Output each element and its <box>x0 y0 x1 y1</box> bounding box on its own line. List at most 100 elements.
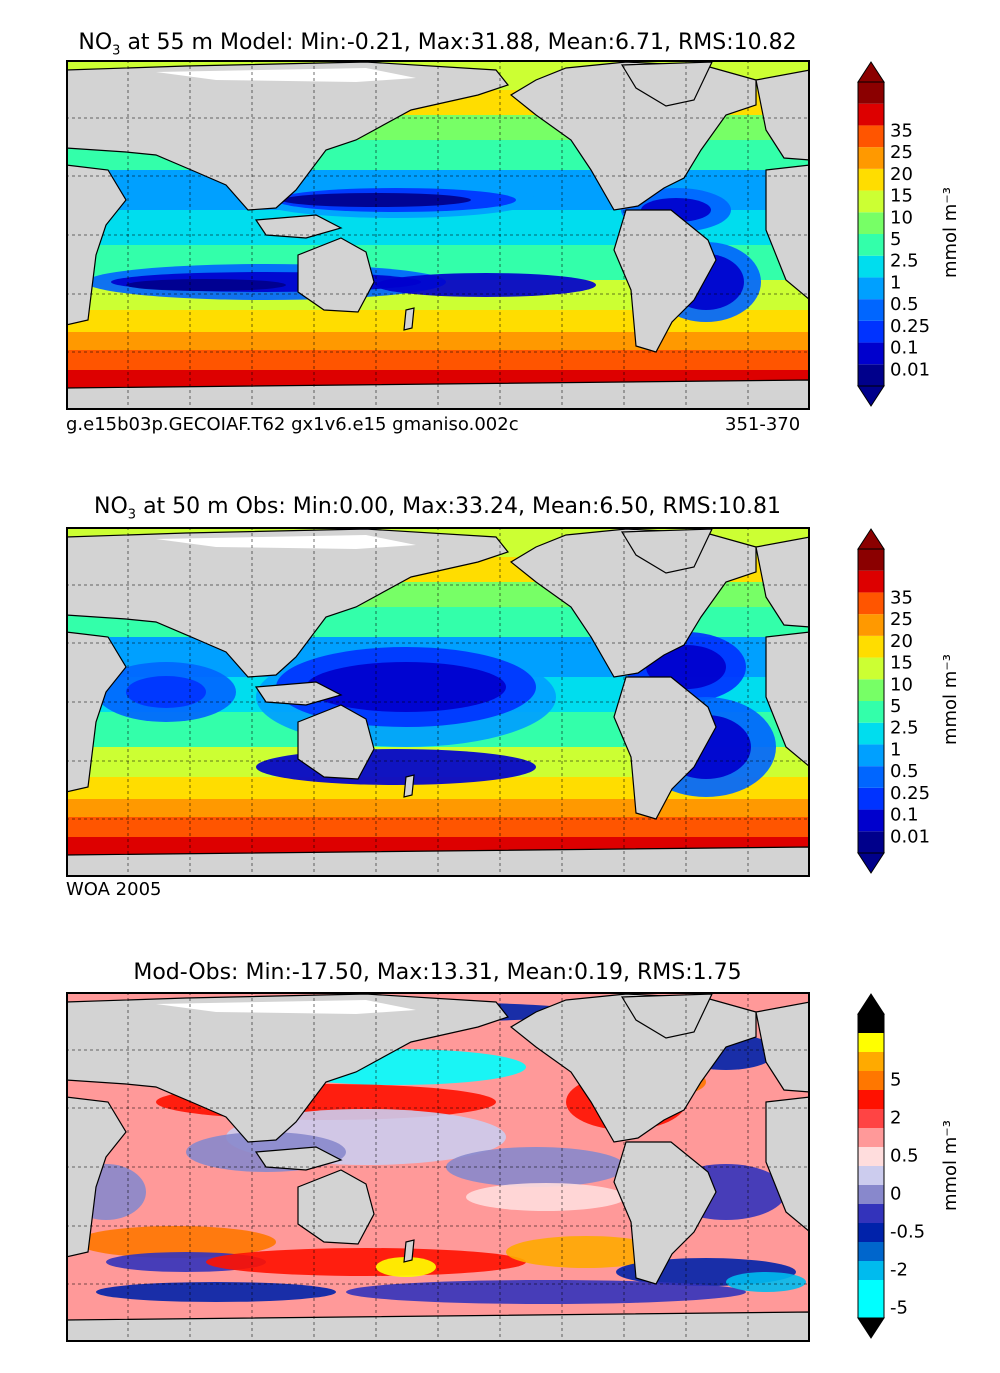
colorbar-segment <box>858 570 884 593</box>
model-years: 351-370 <box>725 414 801 435</box>
map-frame <box>66 60 810 410</box>
colorbar-segment <box>858 320 884 343</box>
colorbar-tick-label: 5 <box>890 696 901 717</box>
colorbar-tick-label: 0.5 <box>890 294 919 315</box>
colorbar-extend-bottom <box>857 852 885 874</box>
2-europe-land <box>755 1001 810 1093</box>
colorbar-segment <box>858 125 884 148</box>
2-indonesia-land <box>254 1146 343 1171</box>
colorbar-segment <box>858 1280 884 1299</box>
colorbar-tick-label: 0.5 <box>890 1146 919 1167</box>
map-frame <box>66 527 810 877</box>
colorbar-segment <box>858 787 884 810</box>
colorbar-segment <box>858 364 884 386</box>
colorbar-segment <box>858 1090 884 1109</box>
colorbar-segment <box>858 82 884 104</box>
colorbar-tick-label: 2.5 <box>890 718 919 739</box>
1-new-zealand-land <box>403 774 415 798</box>
colorbar-segment <box>858 168 884 191</box>
colorbar-tick-label: 20 <box>890 631 913 652</box>
colorbar-segment <box>858 1223 884 1242</box>
colorbar-extend-bottom <box>857 385 885 407</box>
0-africa-land <box>66 164 127 326</box>
0-indonesia-land <box>254 214 343 239</box>
2-eurasia-land <box>66 993 510 1143</box>
colorbar-segment <box>858 1299 884 1318</box>
2-greenland-land <box>620 993 713 1039</box>
1-europe-land <box>755 536 810 628</box>
colorbar-segment <box>858 592 884 615</box>
colorbar-segment <box>858 766 884 788</box>
model-map <box>66 60 810 410</box>
obs-map <box>66 527 810 877</box>
1-africa-land <box>66 631 127 793</box>
colorbar-tick-label: 0.1 <box>890 338 919 359</box>
colorbar-tick-label: 10 <box>890 674 913 695</box>
2-australia-land <box>297 1169 375 1245</box>
colorbar-segment <box>858 1052 884 1071</box>
colorbar-segment <box>858 679 884 701</box>
colorbar-tick-label: 25 <box>890 609 913 630</box>
colorbar-segment <box>858 1204 884 1223</box>
difference-colorbar: -5 -2 -0.5 0 0.5 2 5 <box>857 993 925 1339</box>
colorbar-tick-label: 35 <box>890 120 913 141</box>
1-south-america-land <box>613 676 717 820</box>
0-south-america-land <box>613 209 717 353</box>
colorbar-segment <box>858 1242 884 1261</box>
colorbar-segment <box>858 1071 884 1090</box>
colorbar-extend-top <box>857 993 885 1015</box>
0-australia-land <box>297 237 375 313</box>
colorbar-frame <box>857 81 885 387</box>
1-africa-east-land <box>765 631 810 768</box>
colorbar-segment <box>858 342 884 365</box>
colorbar-segment <box>858 1166 884 1185</box>
0-europe-land <box>755 69 810 161</box>
colorbar-tick-label: 20 <box>890 164 913 185</box>
colorbar-tick-label: 35 <box>890 587 913 608</box>
colorbar-segment <box>858 722 884 745</box>
colorbar-tick-label: 15 <box>890 186 913 207</box>
2-africa-east-land <box>765 1096 810 1233</box>
colorbar-extend-top <box>857 61 885 83</box>
colorbar-tick-label: 0.25 <box>890 783 930 804</box>
colorbar-segment <box>858 1014 884 1033</box>
colorbar-segment <box>858 147 884 169</box>
colorbar-segment <box>858 614 884 636</box>
colorbar-tick-label: 1 <box>890 272 901 293</box>
colorbar-tick-label: 10 <box>890 207 913 228</box>
colorbar-segment <box>858 549 884 571</box>
1-eurasia-land <box>66 528 510 678</box>
1-greenland-land <box>620 528 713 574</box>
colorbar-segment <box>858 103 884 126</box>
obs-source: WOA 2005 <box>66 879 162 900</box>
colorbar-tick-label: 2.5 <box>890 251 919 272</box>
panel3-title: Mod-Obs: Min:-17.50, Max:13.31, Mean:0.1… <box>133 960 742 985</box>
colorbar-tick-label: -0.5 <box>890 1222 925 1243</box>
colorbar-frame <box>857 548 885 854</box>
colorbar-segment <box>858 1109 884 1128</box>
colorbar-segment <box>858 1261 884 1280</box>
colorbar-segment <box>858 657 884 680</box>
1-australia-land <box>297 704 375 780</box>
colorbar-segment <box>858 831 884 853</box>
colorbar-tick-label: 0.25 <box>890 316 930 337</box>
colorbar-tick-label: 15 <box>890 653 913 674</box>
colorbar-tick-label: 25 <box>890 142 913 163</box>
colorbar-segment <box>858 212 884 234</box>
colorbar-segment <box>858 635 884 658</box>
colorbar-segment <box>858 255 884 278</box>
0-eurasia-land <box>66 61 510 211</box>
colorbar-segment <box>858 1185 884 1204</box>
obs-colorbar-label: mmol m⁻³ <box>940 653 962 746</box>
model-colorbar-label: mmol m⁻³ <box>940 186 962 279</box>
model-run-name: g.e15b03p.GECOIAF.T62 gx1v6.e15 gmaniso.… <box>66 414 519 435</box>
colorbar-tick-label: -5 <box>890 1298 908 1319</box>
colorbar-segment <box>858 299 884 321</box>
colorbar-segment <box>858 1147 884 1166</box>
2-new-zealand-land <box>403 1239 415 1263</box>
colorbar-tick-label: -2 <box>890 1260 908 1281</box>
colorbar-tick-label: 1 <box>890 739 901 760</box>
difference-map <box>66 992 810 1342</box>
